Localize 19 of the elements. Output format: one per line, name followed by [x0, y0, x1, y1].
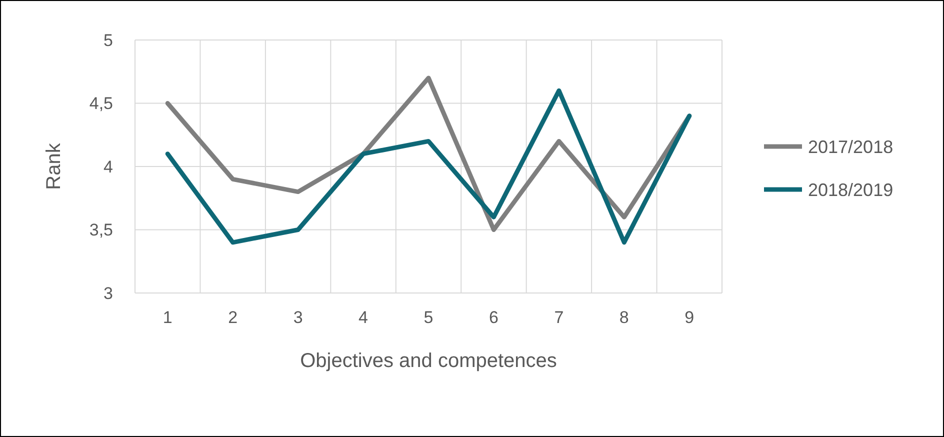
x-tick-label: 6 — [488, 308, 498, 327]
y-tick-label: 4 — [104, 157, 113, 176]
legend-label: 2018/2019 — [808, 180, 894, 200]
x-axis-title: Objectives and competences — [300, 350, 557, 372]
y-axis-title: Rank — [43, 142, 65, 190]
y-tick-label: 4,5 — [89, 94, 113, 114]
y-tick-label: 5 — [104, 30, 113, 50]
x-tick-label: 3 — [293, 308, 303, 327]
x-tick-label: 5 — [424, 308, 434, 327]
x-tick-label: 8 — [619, 308, 629, 327]
x-tick-label: 9 — [684, 308, 694, 327]
x-tick-label: 4 — [358, 308, 368, 327]
x-tick-label: 7 — [554, 308, 564, 327]
x-tick-label: 1 — [162, 308, 172, 327]
x-tick-label: 2 — [228, 308, 238, 327]
y-tick-label: 3,5 — [89, 220, 113, 240]
line-series — [165, 88, 692, 245]
y-tick-label: 3 — [104, 284, 113, 303]
legend-label: 2017/2018 — [808, 136, 894, 157]
